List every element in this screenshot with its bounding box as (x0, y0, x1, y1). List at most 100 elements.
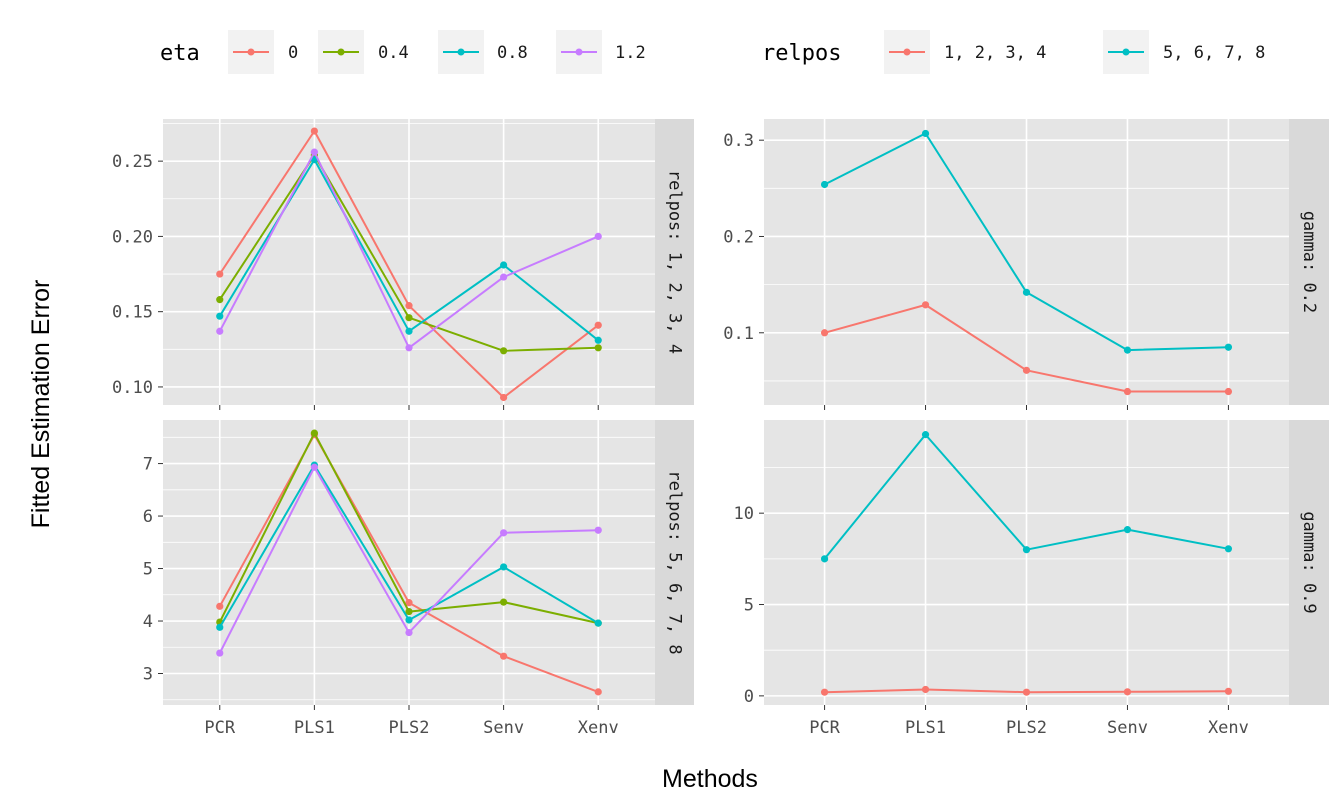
legend-key-point (575, 48, 583, 56)
data-point (500, 529, 508, 537)
data-point (921, 431, 930, 439)
y-tick-label: 10 (734, 504, 754, 524)
data-point (216, 649, 224, 657)
y-tick-label: 3 (143, 665, 153, 685)
series-1.2 (216, 148, 602, 352)
data-point (405, 599, 413, 607)
data-point (1123, 387, 1132, 396)
data-point (820, 329, 829, 337)
data-point (405, 616, 413, 624)
data-point (1224, 387, 1233, 396)
y-tick-label: 4 (143, 612, 153, 632)
data-point (405, 628, 413, 637)
data-point (1022, 688, 1031, 696)
series-1-2-3-4 (820, 301, 1233, 396)
x-tick-label: Xenv (1208, 718, 1249, 738)
legend-item-label: 0 (288, 43, 298, 63)
data-point (594, 688, 602, 696)
y-tick-label: 6 (143, 507, 153, 527)
data-point (820, 688, 829, 696)
data-point (216, 312, 224, 320)
series-0 (216, 127, 602, 402)
y-tick-label: 0.20 (112, 227, 153, 247)
facet-strip-label: relpos: 1, 2, 3, 4 (665, 170, 685, 354)
legend-key-point (903, 48, 911, 56)
y-tick-label: 0 (744, 687, 754, 707)
data-point (594, 232, 602, 241)
legend-eta: eta 0 0.4 0.8 1.2 (160, 30, 646, 74)
x-tick-label: PLS1 (905, 718, 946, 738)
data-point (500, 652, 508, 660)
facet-strip (1289, 420, 1329, 705)
y-axis-title: Fitted Estimation Error (27, 280, 55, 529)
data-point (500, 347, 508, 355)
x-tick-label: PLS2 (389, 718, 430, 738)
data-point (405, 314, 413, 322)
data-point (500, 563, 508, 571)
data-point (921, 129, 930, 138)
data-point (500, 393, 508, 402)
x-tick-label: PCR (204, 718, 235, 738)
data-point (594, 344, 602, 352)
y-tick-label: 0.25 (112, 152, 153, 172)
y-tick-label: 7 (143, 455, 153, 475)
data-point (1123, 346, 1132, 354)
data-point (921, 301, 930, 309)
data-point (216, 270, 224, 278)
data-point (216, 327, 224, 335)
legend-title: eta (160, 41, 200, 66)
data-point (1022, 366, 1031, 374)
data-point (216, 296, 224, 304)
facet-panel-3: 0.1 0.2 0.3 gamma: 0.2 (723, 119, 1329, 410)
data-point (594, 336, 602, 344)
x-tick-label: PLS1 (294, 718, 335, 738)
y-tick-label: 0.10 (112, 378, 153, 398)
x-tick-label: Xenv (578, 718, 619, 738)
data-point (1224, 343, 1233, 351)
data-point (310, 463, 318, 471)
data-point (820, 555, 829, 563)
data-point (594, 619, 602, 627)
y-tick-label: 5 (143, 560, 153, 580)
legend-area: eta 0 0.4 0.8 1.2 relpos 1, 2, 3, 4 5, 6, 7, 8 (160, 30, 1265, 74)
data-point (1224, 687, 1233, 695)
facet-strip (655, 420, 694, 705)
x-axis-title: Methods (662, 765, 758, 793)
y-tick-label: 0.2 (723, 227, 754, 247)
data-point (310, 148, 318, 156)
data-point (405, 302, 413, 310)
legend-item-label: 1, 2, 3, 4 (944, 43, 1046, 63)
data-point (500, 598, 508, 606)
data-point (820, 180, 829, 189)
legend-relpos: relpos 1, 2, 3, 4 5, 6, 7, 8 (762, 30, 1265, 74)
y-tick-label: 0.15 (112, 303, 153, 323)
y-tick-label: 0.1 (723, 324, 754, 344)
data-point (594, 321, 602, 329)
data-point (500, 261, 508, 269)
facet-strip (655, 119, 694, 405)
data-point (1022, 546, 1031, 554)
facet-strip-label: gamma: 0.9 (1299, 511, 1319, 613)
x-tick-label: Senv (1107, 718, 1148, 738)
series-5-6-7-8 (820, 129, 1233, 354)
x-tick-label: Senv (483, 718, 524, 738)
data-point (921, 685, 930, 694)
legend-key-point (247, 48, 255, 56)
x-tick-label: PCR (809, 718, 840, 738)
data-point (1123, 688, 1132, 696)
y-tick-label: 5 (744, 596, 754, 616)
data-point (1224, 545, 1233, 553)
facet-strip-label: relpos: 5, 6, 7, 8 (665, 470, 685, 654)
data-point (500, 273, 508, 281)
data-point (310, 127, 318, 135)
data-point (216, 602, 224, 610)
x-tick-label: PLS2 (1006, 718, 1047, 738)
facet-panel-4: 0 5 10 PCR PLS1 PLS2 Senv Xenv gamma: 0.9 (734, 420, 1329, 738)
series-5-6-7-8 (820, 431, 1233, 563)
facet-strip (1289, 119, 1329, 405)
data-point (1022, 288, 1031, 296)
facet-strip-label: gamma: 0.2 (1299, 211, 1319, 313)
series-1.2 (216, 463, 602, 657)
